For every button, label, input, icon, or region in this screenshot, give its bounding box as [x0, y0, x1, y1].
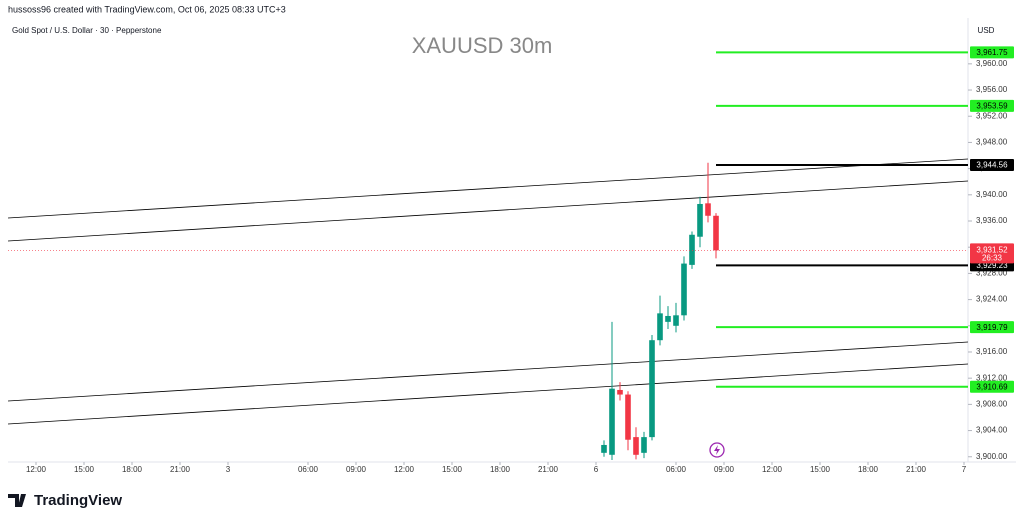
candle-body	[713, 215, 719, 251]
level-label-box	[970, 158, 1014, 171]
x-tick-label: 15:00	[810, 465, 831, 474]
logo: TradingView	[8, 492, 122, 509]
x-tick-label: 06:00	[298, 465, 319, 474]
x-tick-label: 06:00	[666, 465, 687, 474]
y-tick-label: 3,948.00	[976, 138, 1008, 147]
last-price-box	[970, 243, 1014, 264]
y-tick-label: 3,912.00	[976, 373, 1008, 382]
credit: hussoss96 created with TradingView.com, …	[8, 4, 286, 14]
y-tick-label: 3,904.00	[976, 426, 1008, 435]
level-label: 3,910.69	[976, 382, 1008, 391]
y-tick-label: 3,916.00	[976, 347, 1008, 356]
countdown: 26:33	[982, 253, 1003, 262]
candle-body	[689, 234, 695, 265]
x-tick-label: 09:00	[714, 465, 735, 474]
trendline	[7, 158, 969, 219]
y-tick-label: 3,900.00	[976, 452, 1008, 461]
candle-body	[673, 315, 679, 326]
y-tick-label: 3,940.00	[976, 190, 1008, 199]
x-tick-label: 12:00	[762, 465, 783, 474]
candle-body	[681, 263, 687, 316]
x-tick-label: 12:00	[394, 465, 415, 474]
x-tick-label: 15:00	[74, 465, 95, 474]
candle-body	[705, 203, 711, 216]
level-label: 3,929.23	[976, 261, 1008, 270]
trendline	[7, 363, 969, 425]
x-tick-label: 21:00	[906, 465, 927, 474]
x-tick-label: 21:00	[170, 465, 191, 474]
level-label: 3,944.56	[976, 161, 1008, 170]
candle-body	[633, 437, 639, 455]
candle-body	[609, 388, 615, 455]
level-label-box	[970, 46, 1014, 59]
candle-body	[641, 437, 647, 453]
chart-title: XAUUSD 30m	[412, 33, 553, 58]
y-tick-label: 3,956.00	[976, 85, 1008, 94]
y-tick-label: 3,928.00	[976, 269, 1008, 278]
level-label: 3,953.59	[976, 101, 1008, 110]
trendline	[7, 341, 969, 402]
candle-body	[665, 315, 671, 322]
candle-body	[697, 203, 703, 237]
level-label-box	[970, 380, 1014, 393]
y-tick-label: 3,952.00	[976, 111, 1008, 120]
candle-body	[657, 313, 663, 341]
brand: TradingView	[34, 492, 122, 509]
x-tick-label: 6	[594, 465, 599, 474]
level-label: 3,919.79	[976, 323, 1008, 332]
x-tick-label: 7	[962, 465, 967, 474]
currency: USD	[978, 26, 995, 35]
symbol: Gold Spot / U.S. Dollar · 30 · Peppersto…	[12, 26, 162, 35]
x-tick-label: 18:00	[122, 465, 143, 474]
last-price-label: 3,931.52	[976, 245, 1008, 254]
x-tick-label: 12:00	[26, 465, 47, 474]
y-tick-label: 3,908.00	[976, 399, 1008, 408]
x-tick-label: 15:00	[442, 465, 463, 474]
trendlines	[7, 158, 969, 425]
x-tick-label: 18:00	[858, 465, 879, 474]
level-label: 3,961.75	[976, 48, 1008, 57]
x-tick-label: 18:00	[490, 465, 511, 474]
level-label-box	[970, 99, 1014, 112]
x-tick-label: 3	[226, 465, 231, 474]
trendline	[7, 180, 969, 242]
y-tick-label: 3,960.00	[976, 59, 1008, 68]
y-tick-label: 3,924.00	[976, 295, 1008, 304]
alert-icon	[709, 442, 725, 458]
candle-body	[617, 389, 623, 395]
level-label-box	[970, 321, 1014, 334]
y-tick-label: 3,936.00	[976, 216, 1008, 225]
x-tick-label: 21:00	[538, 465, 559, 474]
candle-body	[601, 444, 607, 453]
x-tick-label: 09:00	[346, 465, 367, 474]
candle-body	[625, 394, 631, 440]
candle-body	[649, 340, 655, 438]
